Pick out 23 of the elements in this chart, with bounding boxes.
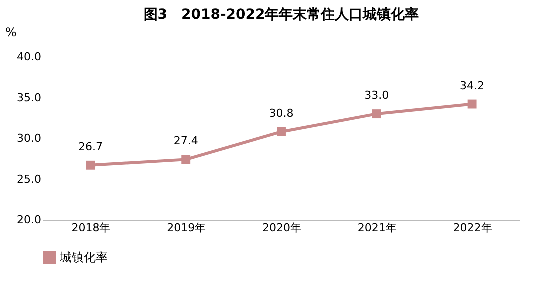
data-label: 30.8 — [269, 106, 294, 120]
y-axis-title: % — [6, 26, 17, 40]
data-label: 26.7 — [78, 140, 103, 154]
point — [277, 128, 286, 136]
x-tick-label: 2021年 — [358, 222, 397, 234]
x-tick-label: 2018年 — [72, 222, 111, 234]
y-tick-label: 30.0 — [17, 132, 42, 145]
point — [86, 160, 96, 170]
legend-label: 城镇化率 — [59, 250, 108, 264]
point — [372, 110, 382, 119]
data-label: 34.2 — [460, 79, 485, 92]
point — [468, 100, 477, 109]
point — [182, 155, 191, 164]
x-tick-label: 2019年 — [167, 222, 206, 234]
x-tick-label: 2020年 — [262, 222, 302, 234]
chart-title: 图3 2018-2022年年末常住人口城镇化率 — [144, 6, 420, 23]
data-label: 33.0 — [364, 89, 390, 102]
y-tick-label: 40.0 — [17, 50, 42, 64]
x-tick-label: 2022年 — [453, 222, 492, 234]
data-label: 27.4 — [174, 134, 198, 148]
y-tick-label: 20.0 — [17, 214, 42, 226]
y-tick-label: 35.0 — [17, 91, 42, 104]
y-tick-label: 25.0 — [17, 172, 42, 186]
